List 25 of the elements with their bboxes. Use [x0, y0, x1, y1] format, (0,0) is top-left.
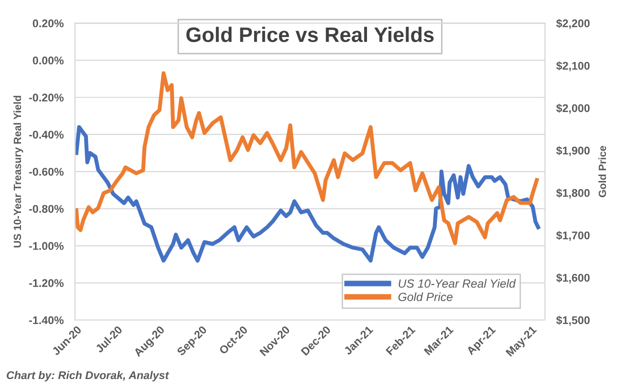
y-tick-label: 0.00% — [32, 56, 64, 64]
y-tick-label: -1.00% — [29, 242, 64, 250]
y2-tick-label: $1,800 — [556, 188, 590, 199]
legend-label: US 10-Year Real Yield — [398, 279, 516, 288]
line-series — [75, 125, 540, 263]
y2-tick-label: $2,100 — [556, 61, 590, 72]
line-series — [75, 71, 539, 246]
y-tick-label: -0.40% — [29, 130, 64, 139]
y2-tick-label: $1,700 — [556, 230, 590, 241]
y2-tick-label: $1,500 — [556, 316, 590, 326]
y2-tick-label: $1,600 — [556, 273, 590, 284]
y-tick-label: -0.20% — [29, 94, 64, 102]
y2-tick-label: $2,200 — [556, 18, 590, 29]
y-tick-label: 0.20% — [32, 19, 64, 28]
y-tick-label: -0.80% — [29, 204, 64, 213]
text: Chart by: Rich Dvorak, Analyst — [6, 371, 170, 382]
y2-axis-title: Gold Price — [598, 146, 606, 198]
y-tick-label: -1.20% — [29, 279, 64, 288]
chart-title: Gold Price vs Real Yields — [186, 26, 434, 42]
y-tick-label: -1.40% — [29, 316, 64, 324]
y-tick-label: -0.60% — [29, 168, 64, 176]
y2-tick-label: $1,900 — [556, 146, 590, 156]
y2-tick-label: $2,000 — [556, 104, 590, 114]
legend-label: Gold Price — [398, 292, 453, 302]
y-axis-title: US 10-Year Treasury Real Yield — [13, 96, 24, 248]
